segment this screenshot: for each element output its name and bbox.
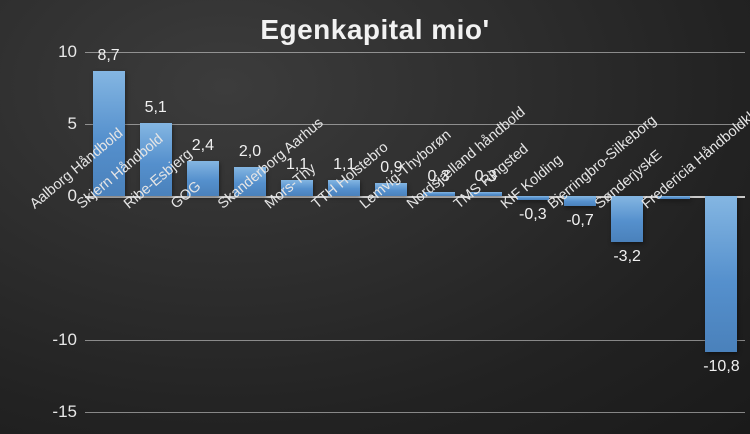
chart-area: 10 5 0 -10 -15 8,7 Aalborg Håndbold 5,1 Skjern … — [25, 52, 725, 412]
bar-column-8: 0,3 Nordsjælland håndbold — [464, 52, 508, 412]
chart-title: Egenkapital mio' — [0, 0, 750, 52]
bar-column-7: 0,3 Lemvig-Thyborøn — [417, 52, 461, 412]
bar-column-5: 1,1 Mors-Thy — [322, 52, 366, 412]
bar-column-3: 2,0 GOG — [228, 52, 272, 412]
bar-bjerringbro-silkeborg[interactable] — [611, 196, 643, 242]
bars-container: 8,7 Aalborg Håndbold 5,1 Skjern Håndbold 2,4… — [85, 52, 745, 412]
ytick-label--15: -15 — [35, 402, 77, 422]
bar-column-10: -0,7 KIF Kolding — [558, 52, 602, 412]
bar-column-13: -10,8 Fredericia Håndboldklub — [699, 52, 743, 412]
ytick-label--10: -10 — [35, 330, 77, 350]
bar-column-9: -0,3 TMS Ringsted — [511, 52, 555, 412]
value-label-13: -10,8 — [681, 358, 750, 376]
bar-column-4: 1,1 Skanderborg Aarhus — [275, 52, 319, 412]
bar-fredericia-h-ndboldklub[interactable] — [705, 196, 737, 352]
bar-column-2: 2,4 Ribe-Esbjerg — [181, 52, 225, 412]
bar-column-1: 5,1 Skjern Håndbold — [134, 52, 178, 412]
bar-column-11: -3,2 Bjerringbro-Silkeborg — [605, 52, 649, 412]
bar-column-6: 0,9 TTH Holstebro — [369, 52, 413, 412]
gridline--15 — [85, 412, 745, 413]
ytick-label-5: 5 — [35, 114, 77, 134]
